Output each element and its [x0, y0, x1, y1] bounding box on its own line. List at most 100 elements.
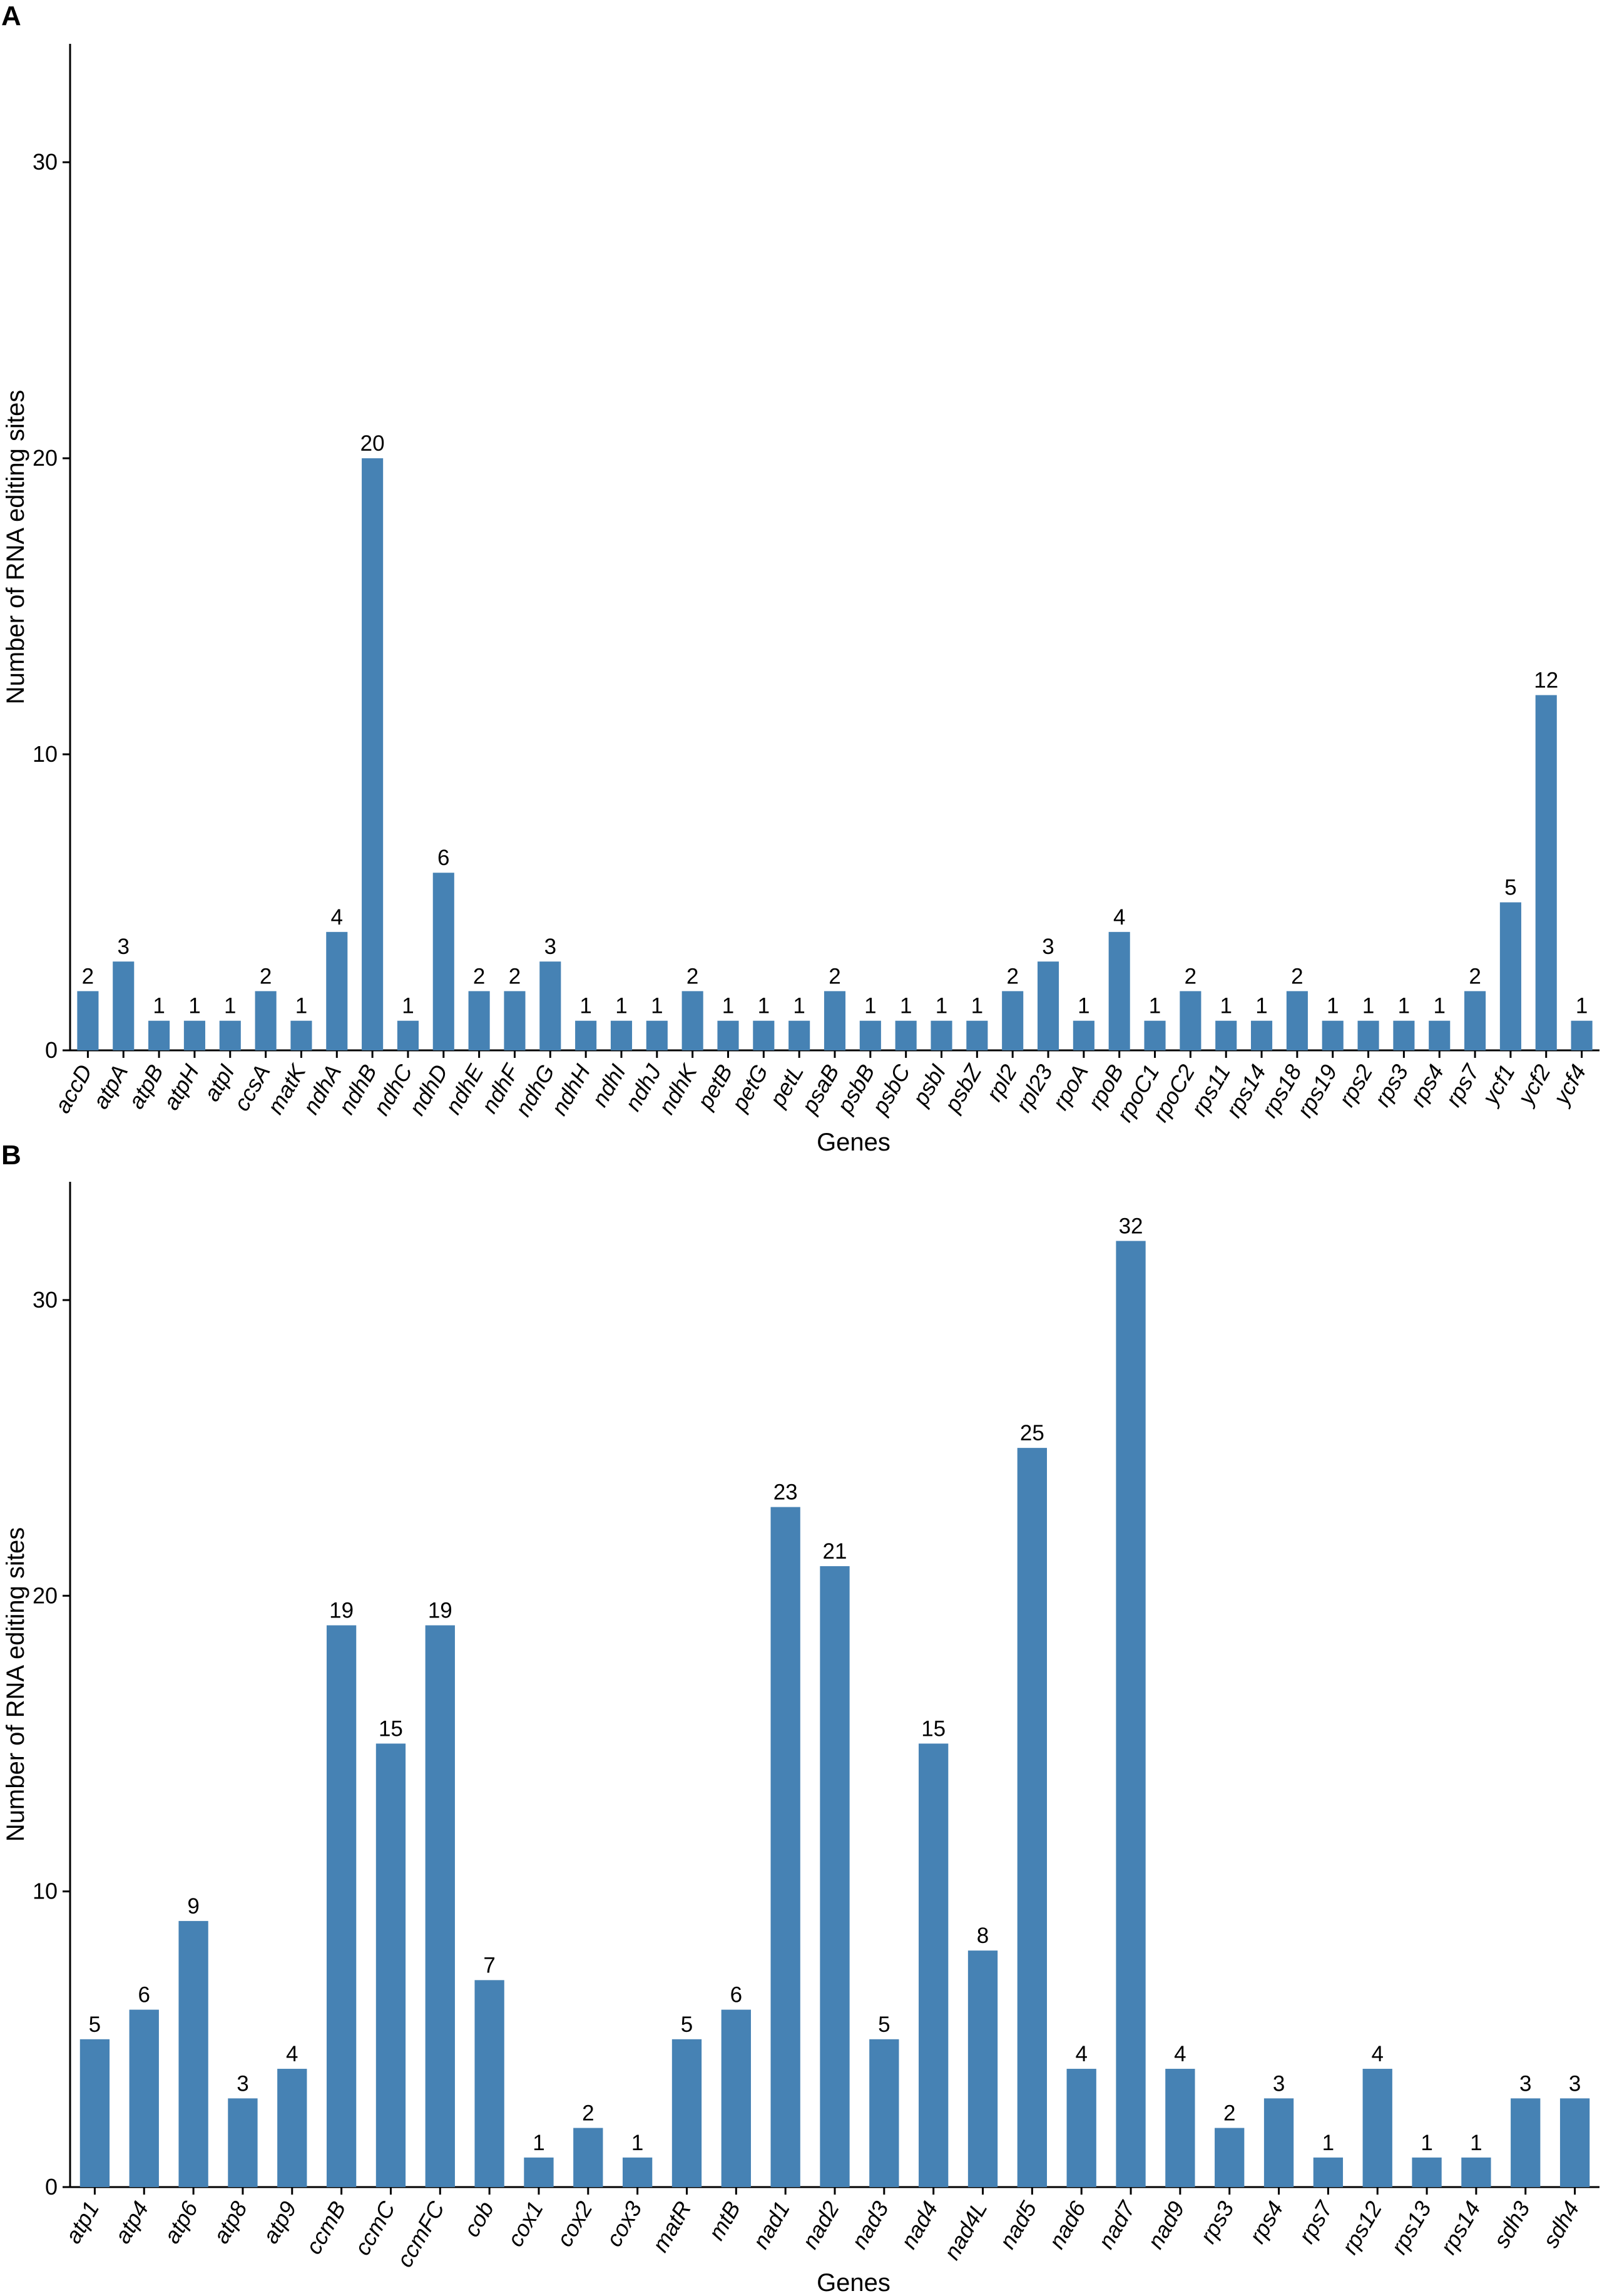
- bar-psbZ: [966, 1020, 988, 1050]
- bar-ccmB: [326, 1625, 357, 2187]
- bar-petB: [717, 1020, 739, 1050]
- x-tick-label-sdh3: sdh3: [1488, 2197, 1535, 2252]
- bar-ycf2: [1535, 695, 1557, 1050]
- x-tick-label-nad4: nad4: [895, 2197, 943, 2253]
- data-label-petG: 1: [758, 994, 770, 1018]
- x-tick-label-rps14: rps14: [1435, 2197, 1486, 2258]
- x-axis-title: Genes: [817, 2269, 890, 2296]
- x-tick-label-rps7: rps7: [1440, 1059, 1485, 1111]
- bar-ndhE: [468, 991, 490, 1050]
- data-label-matK: 1: [295, 994, 307, 1018]
- data-label-ndhA: 4: [331, 905, 343, 930]
- data-label-nad1: 23: [773, 1480, 798, 1505]
- bar-cox1: [524, 2157, 554, 2187]
- bar-accD: [77, 991, 99, 1050]
- x-tick-label-ccmFC: ccmFC: [392, 2196, 450, 2272]
- x-tick-label-rps4: rps4: [1405, 1060, 1449, 1111]
- data-label-rps19: 1: [1327, 994, 1339, 1018]
- bar-cox2: [573, 2128, 603, 2187]
- y-axis-title: Number of RNA editing sites: [2, 390, 29, 704]
- data-label-atp9: 4: [286, 2042, 298, 2066]
- y-tick-label: 30: [33, 1287, 58, 1313]
- bar-atp4: [129, 2009, 159, 2187]
- bar-atpA: [113, 961, 135, 1050]
- y-tick-label: 0: [45, 2174, 58, 2200]
- x-tick-label-psaB: psaB: [796, 1060, 844, 1118]
- x-tick-label-rps2: rps2: [1334, 1060, 1378, 1111]
- bar-ycf1: [1499, 902, 1521, 1050]
- bar-rpoA: [1073, 1020, 1094, 1050]
- y-tick-label: 20: [33, 1582, 58, 1608]
- data-label-ndhD: 6: [437, 846, 449, 870]
- bar-nad9: [1165, 2069, 1195, 2187]
- bar-rps13: [1412, 2157, 1442, 2187]
- x-tick-label-sdh4: sdh4: [1538, 2197, 1584, 2252]
- x-tick-label-cox1: cox1: [502, 2197, 548, 2251]
- x-tick-label-atp9: atp9: [257, 2197, 302, 2248]
- bar-rps2: [1357, 1020, 1379, 1050]
- data-label-rps7: 1: [1322, 2131, 1334, 2155]
- x-tick-label-rps12: rps12: [1337, 2197, 1387, 2258]
- bar-petG: [753, 1020, 775, 1050]
- x-tick-label-atp4: atp4: [110, 2197, 154, 2248]
- x-tick-label-atp8: atp8: [208, 2197, 252, 2248]
- x-tick-label-ycf1: ycf1: [1476, 1060, 1520, 1110]
- data-label-sdh4: 3: [1569, 2071, 1581, 2096]
- x-tick-label-nad6: nad6: [1044, 2196, 1091, 2253]
- panel-b: B 0 10 20 30 Number of RNA editing sites Genes…: [1, 1140, 1599, 2296]
- data-label-sdh3: 3: [1519, 2071, 1531, 2096]
- x-tick-label-atp1: atp1: [60, 2197, 105, 2248]
- bar-mtB: [721, 2009, 751, 2187]
- data-label-ndhC: 1: [402, 994, 414, 1018]
- x-tick-label-ndhH: ndhH: [546, 1060, 596, 1120]
- panel-letter: B: [1, 1140, 21, 1171]
- x-tick-label-rpl23: rpl23: [1010, 1060, 1058, 1117]
- x-tick-label-psbC: psbC: [867, 1060, 916, 1119]
- x-tick-label-ycf2: ycf2: [1512, 1060, 1556, 1110]
- bar-ndhC: [397, 1020, 419, 1050]
- bar-rpoC2: [1180, 991, 1202, 1050]
- data-label-mtB: 6: [730, 1983, 742, 2007]
- data-label-rps18: 2: [1291, 964, 1303, 988]
- bar-rps12: [1362, 2069, 1392, 2187]
- data-label-ndhH: 1: [579, 994, 591, 1018]
- y-tick-label: 0: [45, 1037, 58, 1063]
- x-tick-label-petG: petG: [726, 1060, 773, 1116]
- bar-atpB: [148, 1020, 170, 1050]
- bar-rps18: [1286, 991, 1308, 1050]
- x-tick-label-rps3: rps3: [1195, 2197, 1239, 2248]
- data-label-ycf2: 12: [1534, 668, 1558, 692]
- x-tick-label-matR: matR: [647, 2197, 696, 2257]
- bar-ndhA: [326, 931, 348, 1050]
- x-tick-label-rpoA: rpoA: [1047, 1060, 1093, 1114]
- bar-ndhH: [575, 1020, 597, 1050]
- data-label-rps4: 3: [1273, 2071, 1285, 2096]
- data-label-rps14: 1: [1470, 2131, 1482, 2155]
- data-label-ndhE: 2: [473, 964, 485, 988]
- y-tick-label: 10: [33, 1878, 58, 1904]
- x-tick-label-cox2: cox2: [551, 2197, 598, 2251]
- bar-rps3: [1215, 2128, 1245, 2187]
- bar-matR: [671, 2039, 702, 2187]
- bar-atp6: [178, 1920, 208, 2187]
- data-label-rps11: 1: [1220, 994, 1232, 1018]
- x-tick-label-rps7: rps7: [1293, 2196, 1339, 2248]
- data-label-matR: 5: [681, 2012, 693, 2037]
- x-tick-label-ndhA: ndhA: [298, 1060, 347, 1119]
- bar-ccsA: [255, 991, 277, 1050]
- data-label-nad3: 5: [878, 2012, 890, 2037]
- x-tick-label-nad1: nad1: [748, 2197, 795, 2253]
- x-tick-label-petB: petB: [691, 1060, 737, 1114]
- bar-nad3: [869, 2039, 899, 2187]
- x-tick-label-nad5: nad5: [994, 2196, 1042, 2253]
- x-tick-label-ccmB: ccmB: [300, 2197, 351, 2258]
- data-label-ycf4: 1: [1576, 994, 1588, 1018]
- data-label-ndhK: 2: [686, 964, 698, 988]
- data-label-ndhF: 2: [509, 964, 521, 988]
- bar-psbI: [931, 1020, 952, 1050]
- data-label-nad2: 21: [823, 1539, 847, 1564]
- bar-rpoC1: [1144, 1020, 1166, 1050]
- x-axis-title: Genes: [817, 1129, 890, 1156]
- bar-ndhJ: [646, 1020, 668, 1050]
